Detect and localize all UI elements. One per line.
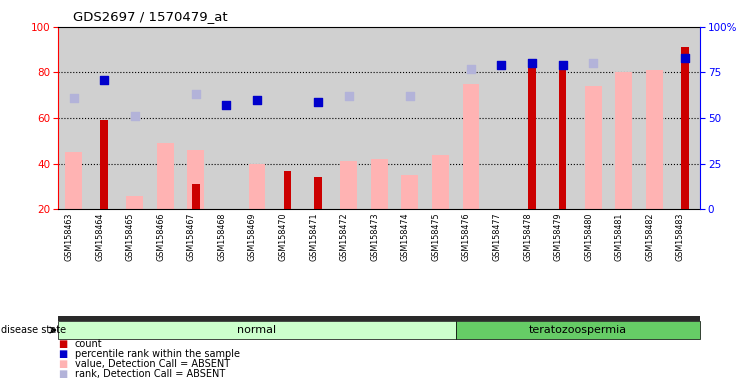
Text: GSM158471: GSM158471 [309, 212, 318, 261]
Bar [89, 27, 120, 209]
Text: ■: ■ [58, 359, 67, 369]
Bar [681, 47, 689, 209]
Point [98, 77, 110, 83]
Text: GSM158473: GSM158473 [370, 212, 379, 261]
Bar [65, 152, 82, 209]
Bar [456, 27, 486, 209]
Text: ■: ■ [58, 349, 67, 359]
Bar [669, 27, 700, 209]
Bar [559, 63, 566, 209]
Text: GSM158472: GSM158472 [340, 212, 349, 261]
Text: ■: ■ [58, 339, 67, 349]
Bar [248, 164, 266, 209]
Point [526, 60, 538, 66]
Text: GSM158467: GSM158467 [187, 212, 196, 261]
Bar [371, 159, 387, 209]
Point [190, 91, 202, 98]
Bar [157, 143, 174, 209]
Bar [58, 27, 89, 209]
Point [129, 113, 141, 119]
Text: GDS2697 / 1570479_at: GDS2697 / 1570479_at [73, 10, 228, 23]
Bar [100, 120, 108, 209]
Text: GSM158465: GSM158465 [126, 212, 135, 261]
Text: GSM158480: GSM158480 [584, 212, 593, 261]
Bar [548, 27, 578, 209]
Bar [364, 27, 394, 209]
Point [679, 55, 691, 61]
Bar [120, 27, 150, 209]
Point [312, 99, 324, 105]
Bar [150, 27, 180, 209]
Bar [314, 177, 322, 209]
Bar [303, 27, 334, 209]
Point [495, 62, 507, 68]
Point [221, 102, 233, 108]
Point [557, 62, 568, 68]
Text: percentile rank within the sample: percentile rank within the sample [75, 349, 240, 359]
Bar [578, 27, 608, 209]
Point [251, 97, 263, 103]
Bar [456, 321, 700, 339]
Text: GSM158474: GSM158474 [401, 212, 410, 261]
Text: GSM158468: GSM158468 [218, 212, 227, 261]
Bar [211, 27, 242, 209]
Bar [432, 155, 449, 209]
Text: GSM158476: GSM158476 [462, 212, 471, 261]
Bar [528, 61, 536, 209]
Text: GSM158482: GSM158482 [646, 212, 654, 261]
Bar [283, 170, 291, 209]
Bar [58, 321, 456, 339]
Bar [585, 86, 601, 209]
Bar [188, 150, 204, 209]
Bar [394, 27, 425, 209]
Point [465, 66, 477, 72]
Bar [340, 161, 357, 209]
Text: rank, Detection Call = ABSENT: rank, Detection Call = ABSENT [75, 369, 225, 379]
Text: value, Detection Call = ABSENT: value, Detection Call = ABSENT [75, 359, 230, 369]
Bar [334, 27, 364, 209]
Text: disease state: disease state [1, 325, 67, 335]
Bar [608, 27, 639, 209]
Text: teratozoospermia: teratozoospermia [529, 325, 627, 335]
Bar [180, 27, 211, 209]
Text: GSM158475: GSM158475 [432, 212, 441, 261]
Point [587, 60, 599, 66]
Text: ■: ■ [58, 369, 67, 379]
Point [343, 93, 355, 99]
Bar [272, 27, 303, 209]
Text: GSM158466: GSM158466 [156, 212, 165, 261]
Bar [242, 27, 272, 209]
Text: GSM158479: GSM158479 [554, 212, 562, 261]
Text: normal: normal [237, 325, 277, 335]
Bar [646, 70, 663, 209]
Bar [517, 27, 548, 209]
Text: GSM158483: GSM158483 [676, 212, 685, 261]
Text: GSM158481: GSM158481 [615, 212, 624, 261]
Bar [126, 195, 143, 209]
Text: GSM158477: GSM158477 [492, 212, 501, 261]
Text: GSM158478: GSM158478 [523, 212, 532, 261]
Bar [402, 175, 418, 209]
Bar [425, 27, 456, 209]
Text: GSM158463: GSM158463 [64, 212, 73, 261]
Text: GSM158469: GSM158469 [248, 212, 257, 261]
Bar [462, 84, 479, 209]
Point [67, 95, 79, 101]
Point [404, 93, 416, 99]
Bar [486, 27, 517, 209]
Text: GSM158464: GSM158464 [95, 212, 104, 261]
Bar [616, 73, 632, 209]
Text: GSM158470: GSM158470 [278, 212, 287, 261]
Bar [192, 184, 200, 209]
Bar [639, 27, 669, 209]
Text: count: count [75, 339, 102, 349]
